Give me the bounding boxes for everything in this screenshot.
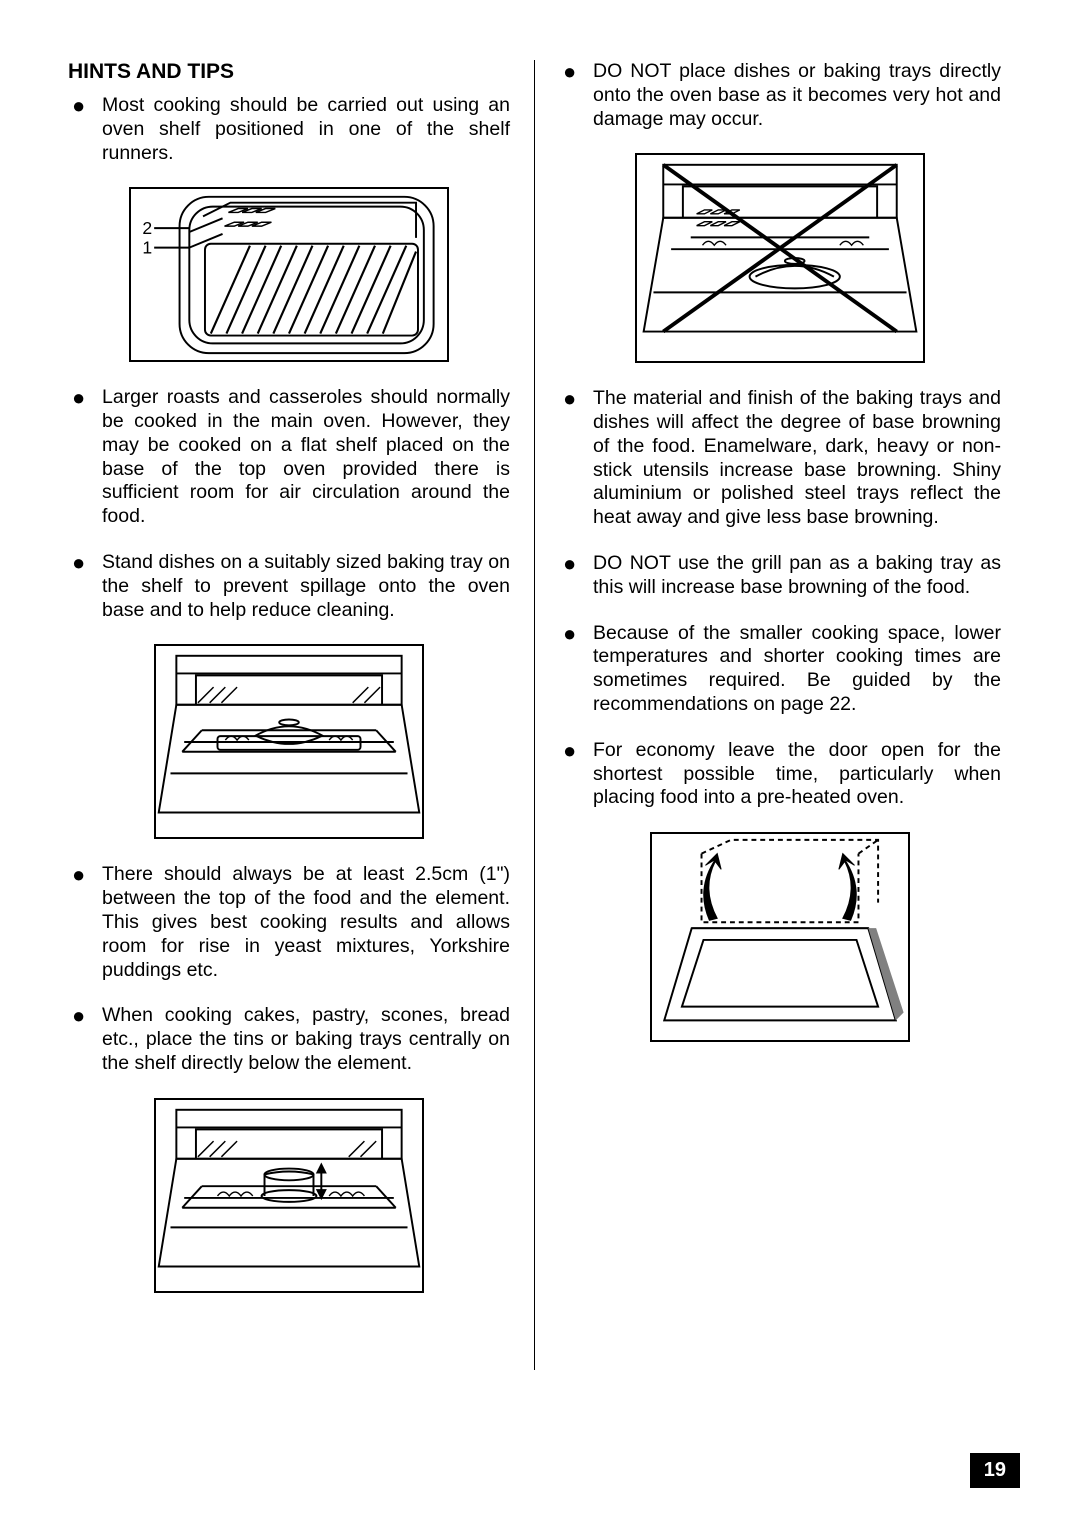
figure-dish-on-tray <box>154 644 424 839</box>
tip-item: Because of the smaller cooking space, lo… <box>559 622 1001 717</box>
left-column: HINTS AND TIPS Most cooking should be ca… <box>60 60 530 1370</box>
right-tips-list-2: The material and finish of the baking tr… <box>559 387 1001 810</box>
right-column: DO NOT place dishes or baking trays dire… <box>539 60 1009 1370</box>
fig1-label-1: 1 <box>142 238 152 258</box>
figure-shelf-runners: 2 1 <box>129 187 449 362</box>
tip-item: For economy leave the door open for the … <box>559 739 1001 810</box>
right-tips-list: DO NOT place dishes or baking trays dire… <box>559 60 1001 131</box>
section-heading: HINTS AND TIPS <box>68 60 510 84</box>
tip-item: Most cooking should be carried out using… <box>68 94 510 165</box>
fig1-label-2: 2 <box>142 218 152 238</box>
tip-item: When cooking cakes, pastry, scones, brea… <box>68 1004 510 1075</box>
page-number: 19 <box>970 1453 1020 1488</box>
tip-item: Larger roasts and casseroles should norm… <box>68 386 510 529</box>
tip-item: The material and finish of the baking tr… <box>559 387 1001 530</box>
figure-door-open-arrows <box>650 832 910 1042</box>
left-tips-list-3: There should always be at least 2.5cm (1… <box>68 863 510 1075</box>
left-tips-list: Most cooking should be carried out using… <box>68 94 510 165</box>
figure-tin-below-element <box>154 1098 424 1293</box>
tip-item: DO NOT place dishes or baking trays dire… <box>559 60 1001 131</box>
tip-item: Stand dishes on a suitably sized baking … <box>68 551 510 622</box>
left-tips-list-2: Larger roasts and casseroles should norm… <box>68 386 510 622</box>
two-column-layout: HINTS AND TIPS Most cooking should be ca… <box>60 60 1020 1370</box>
tip-item: There should always be at least 2.5cm (1… <box>68 863 510 982</box>
column-divider <box>534 60 535 1370</box>
figure-do-not-base <box>635 153 925 363</box>
tip-item: DO NOT use the grill pan as a baking tra… <box>559 552 1001 600</box>
